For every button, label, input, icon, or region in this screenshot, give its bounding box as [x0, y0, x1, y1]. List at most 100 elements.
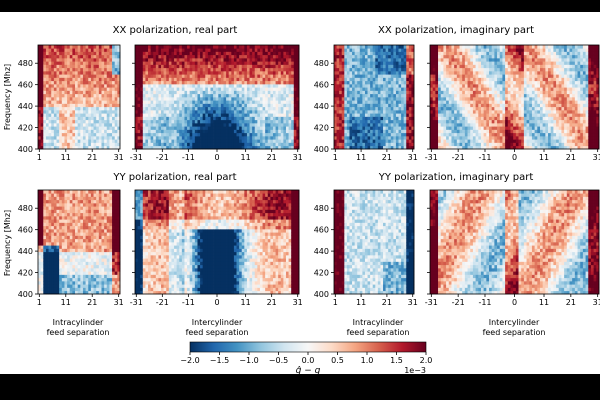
heatmap-cell [85, 113, 89, 117]
heatmap-cell [218, 67, 222, 72]
heatmap-cell [398, 84, 402, 88]
heatmap-cell [213, 51, 217, 56]
heatmap-cell [411, 71, 415, 75]
heatmap-cell [280, 80, 284, 85]
heatmap-cell [117, 136, 121, 140]
heatmap-cell [200, 48, 204, 52]
heatmap-cell [114, 48, 118, 52]
heatmap-cell [432, 54, 436, 59]
heatmap-cell [480, 145, 484, 150]
heatmap-cell [272, 90, 276, 95]
heatmap-cell [336, 54, 340, 59]
heatmap-cell [370, 119, 374, 124]
heatmap-cell [69, 45, 73, 49]
heatmap-cell [202, 113, 206, 117]
heatmap-cell [59, 132, 63, 137]
heatmap-cell [462, 45, 466, 49]
heatmap-cell [82, 77, 86, 82]
heatmap-cell [440, 123, 444, 127]
heatmap-cell [249, 84, 253, 88]
heatmap-cell [272, 64, 276, 69]
heatmap-cell [223, 90, 227, 95]
heatmap-cell [171, 119, 175, 124]
heatmap-cell [189, 126, 193, 130]
heatmap-cell [275, 51, 279, 56]
heatmap-cell [174, 97, 177, 101]
heatmap-cell [244, 139, 248, 143]
heatmap-cell [435, 61, 439, 65]
heatmap-cell [61, 64, 65, 69]
heatmap-cell [249, 90, 253, 95]
heatmap-cell [48, 119, 52, 124]
heatmap-cell [69, 110, 73, 114]
heatmap-cell [135, 142, 138, 147]
heatmap-cell [262, 84, 266, 88]
heatmap-cell [45, 84, 49, 88]
heatmap-cell [262, 93, 266, 98]
heatmap-cell [98, 93, 102, 98]
heatmap-cell [101, 54, 105, 59]
heatmap-cell [472, 106, 476, 111]
heatmap-cell [475, 106, 479, 111]
heatmap-cell [187, 80, 191, 85]
heatmap-cell [395, 142, 399, 147]
heatmap-cell [448, 77, 452, 82]
heatmap-cell [90, 54, 94, 59]
heatmap-cell [280, 119, 284, 124]
heatmap-cell [505, 67, 509, 72]
heatmap-cell [69, 103, 73, 108]
heatmap-cell [61, 51, 65, 56]
heatmap-cell [249, 48, 253, 52]
heatmap-cell [192, 97, 196, 101]
heatmap-cell [53, 129, 57, 134]
heatmap-cell [395, 71, 399, 75]
heatmap-cell [104, 54, 108, 59]
heatmap-cell [354, 106, 358, 111]
heatmap-cell [171, 132, 175, 137]
heatmap-cell [393, 106, 397, 111]
heatmap-cell [480, 106, 484, 111]
heatmap-cell [80, 139, 84, 143]
heatmap-cell [236, 93, 240, 98]
heatmap-cell [176, 129, 180, 134]
heatmap-cell [267, 142, 271, 147]
heatmap-cell [475, 77, 479, 82]
heatmap-cell [82, 123, 86, 127]
heatmap-cell [401, 87, 405, 91]
heatmap-cell [406, 106, 410, 111]
heatmap-cell [112, 106, 116, 111]
heatmap-cell [459, 100, 463, 104]
heatmap-cell [246, 106, 250, 111]
heatmap-cell [246, 54, 250, 59]
heatmap-cell [483, 129, 487, 134]
heatmap-cell [395, 64, 399, 69]
heatmap-cell [252, 64, 256, 69]
heatmap-cell [257, 74, 261, 78]
heatmap-cell [64, 132, 68, 137]
heatmap-cell [344, 71, 348, 75]
heatmap-cell [174, 74, 177, 78]
heatmap-cell [257, 119, 261, 124]
heatmap-cell [443, 58, 447, 62]
heatmap-cell [194, 45, 198, 49]
heatmap-cell [489, 71, 493, 75]
heatmap-cell [101, 116, 105, 121]
heatmap-cell [109, 45, 113, 49]
heatmap-cell [69, 61, 73, 65]
heatmap-cell [334, 97, 337, 101]
heatmap-cell [483, 126, 487, 130]
heatmap-cell [497, 71, 501, 75]
heatmap-cell [112, 71, 116, 75]
heatmap-cell [205, 119, 209, 124]
heatmap-cell [339, 103, 343, 108]
heatmap-cell [346, 74, 350, 78]
heatmap-cell [53, 84, 57, 88]
heatmap-cell [249, 116, 253, 121]
heatmap-cell [72, 106, 76, 111]
heatmap-cell [364, 58, 368, 62]
heatmap-cell [480, 58, 484, 62]
heatmap-cell [213, 71, 217, 75]
heatmap-cell [367, 113, 371, 117]
heatmap-cell [163, 97, 167, 101]
heatmap-cell [215, 84, 219, 88]
